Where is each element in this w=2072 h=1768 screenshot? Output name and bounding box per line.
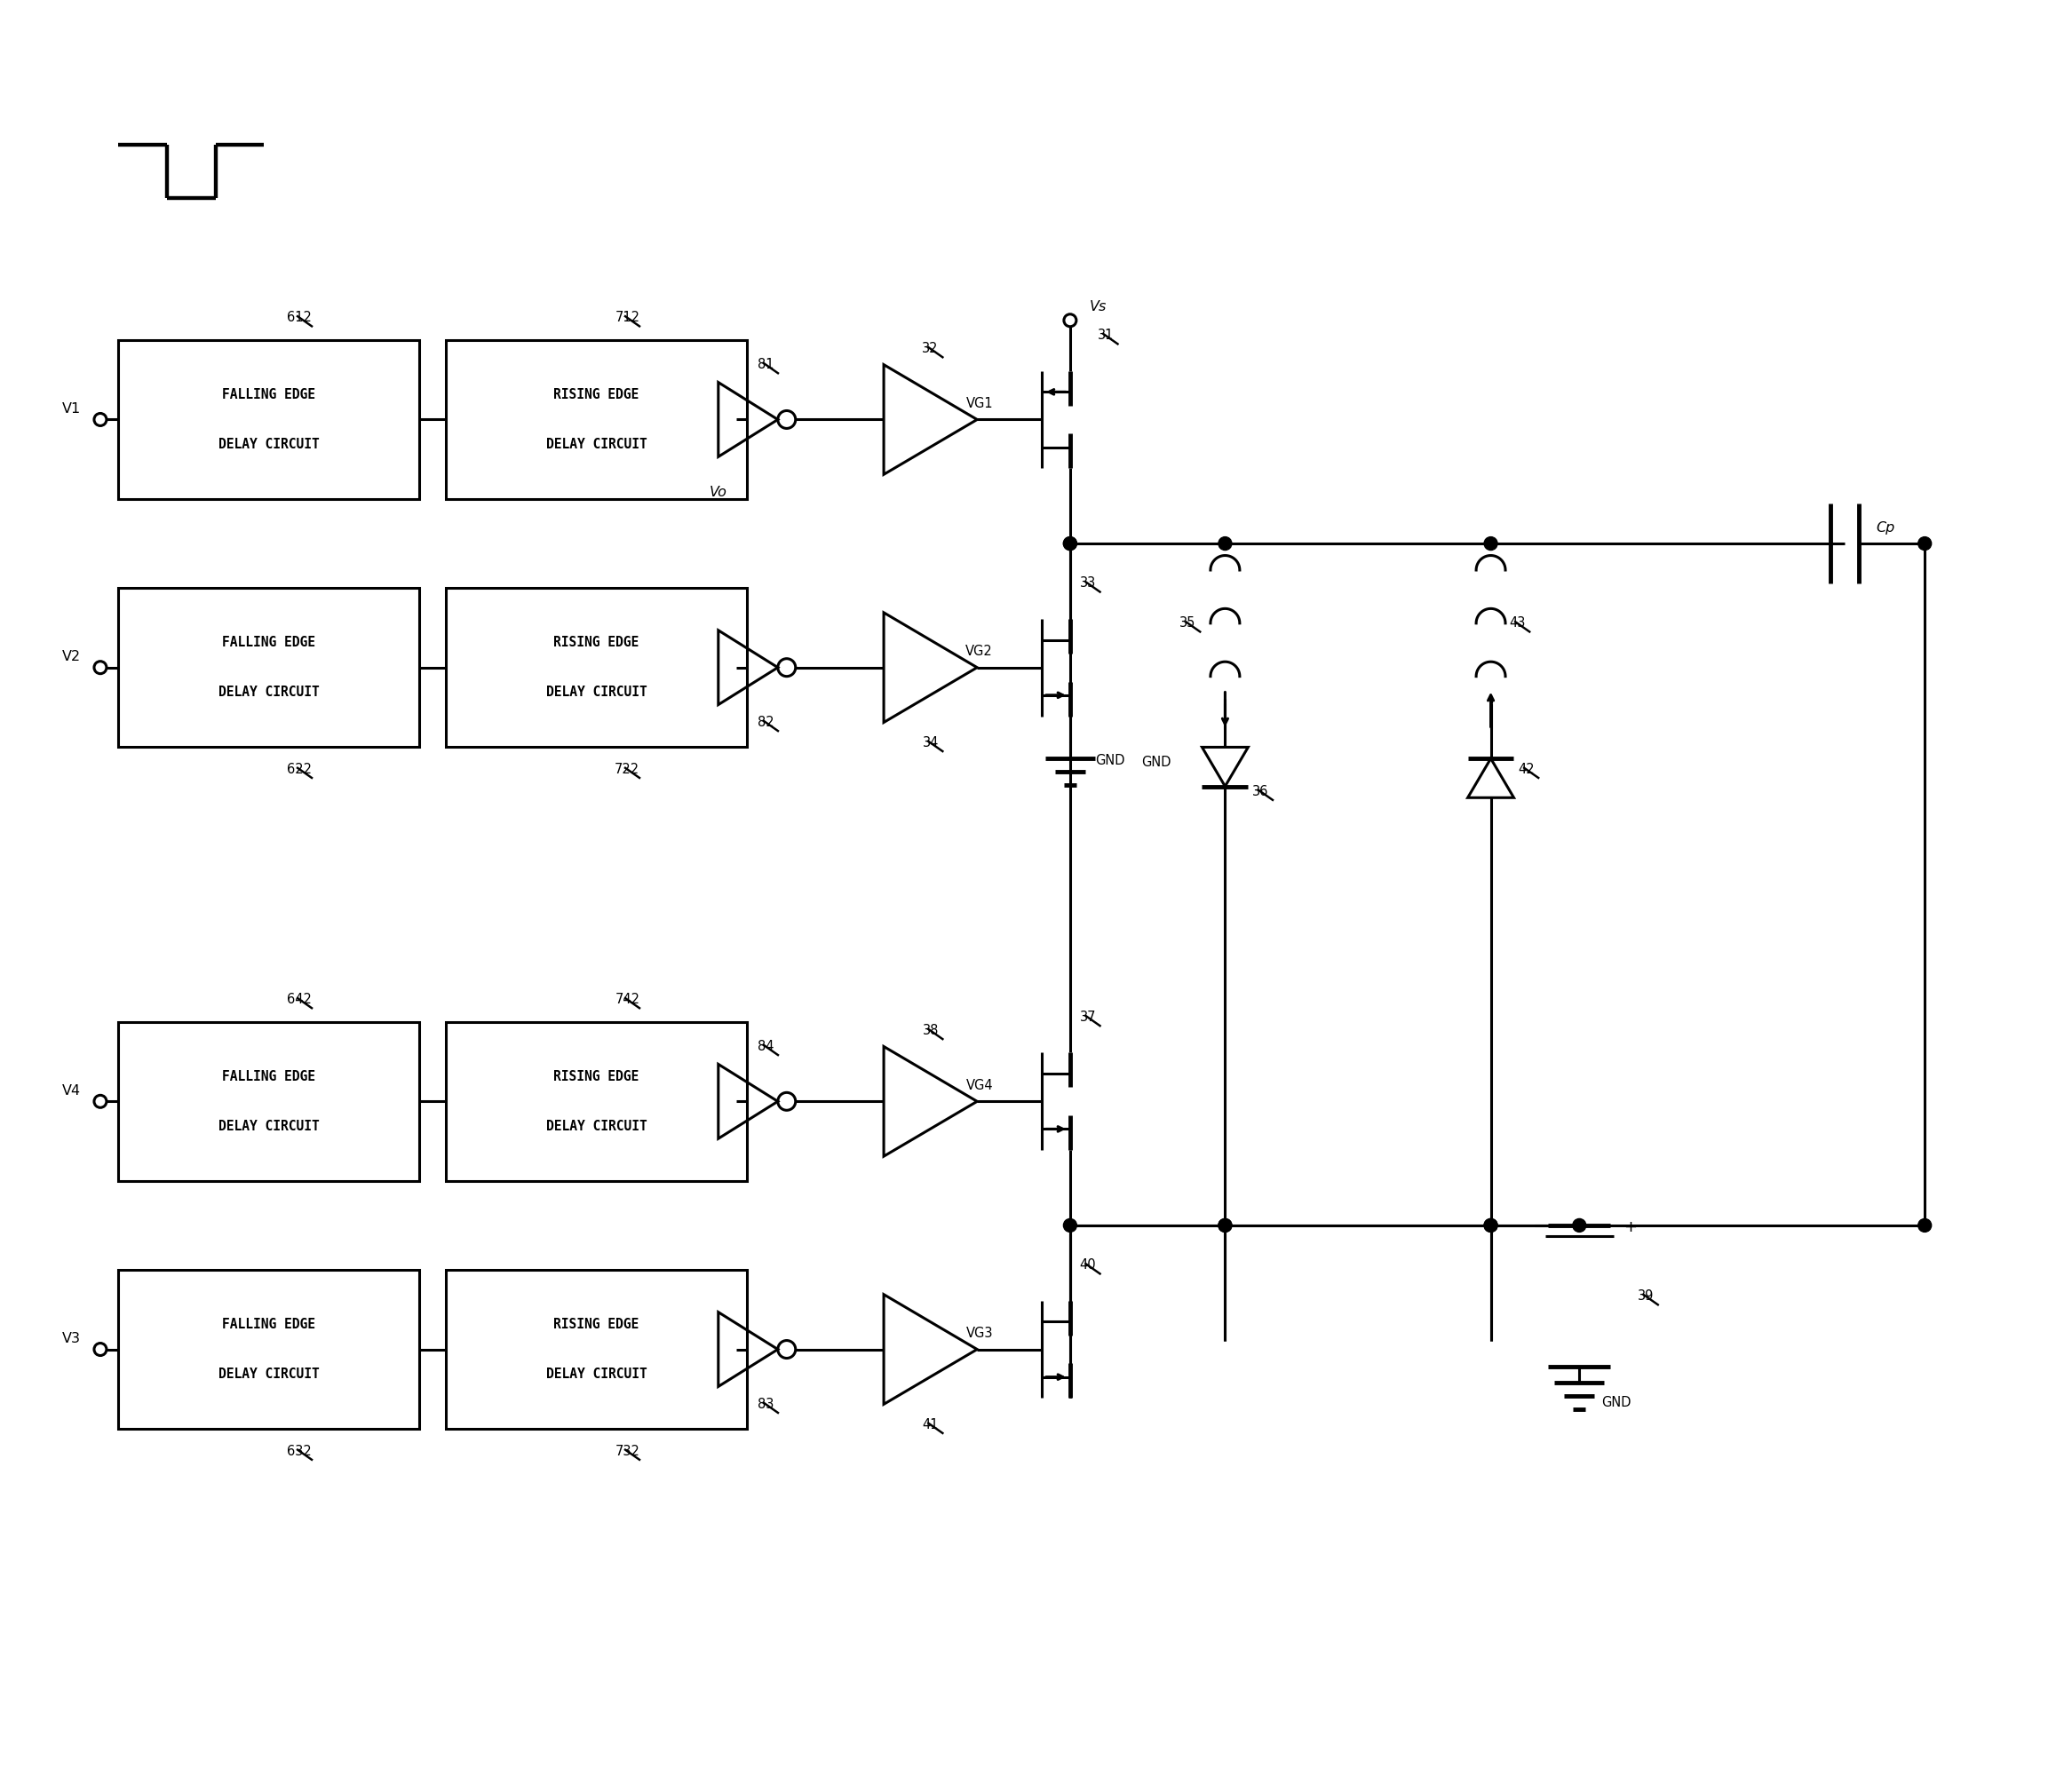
- Text: Vo: Vo: [709, 486, 727, 499]
- Circle shape: [1063, 537, 1077, 550]
- Text: VG1: VG1: [966, 398, 992, 410]
- Text: RISING EDGE: RISING EDGE: [553, 1070, 638, 1084]
- Text: 40: 40: [1080, 1259, 1096, 1271]
- Text: VG2: VG2: [966, 645, 992, 658]
- Bar: [445, 1269, 746, 1429]
- Text: FALLING EDGE: FALLING EDGE: [222, 1070, 315, 1084]
- Text: 31: 31: [1098, 329, 1113, 341]
- Circle shape: [1484, 537, 1498, 550]
- Text: 82: 82: [758, 716, 775, 728]
- Text: DELAY CIRCUIT: DELAY CIRCUIT: [218, 686, 319, 698]
- Bar: [118, 1269, 419, 1429]
- Text: 722: 722: [615, 762, 640, 776]
- Text: 41: 41: [922, 1418, 939, 1432]
- Text: GND: GND: [1142, 755, 1171, 769]
- Text: 83: 83: [758, 1397, 775, 1411]
- Bar: [445, 1022, 746, 1181]
- Text: 33: 33: [1080, 576, 1096, 591]
- Circle shape: [1484, 1218, 1498, 1232]
- Text: 39: 39: [1637, 1289, 1653, 1303]
- Circle shape: [1919, 537, 1931, 550]
- Circle shape: [1484, 1218, 1498, 1232]
- Text: FALLING EDGE: FALLING EDGE: [222, 389, 315, 401]
- Text: 81: 81: [758, 357, 775, 371]
- Bar: [118, 1022, 419, 1181]
- Text: 622: 622: [288, 762, 313, 776]
- Text: RISING EDGE: RISING EDGE: [553, 389, 638, 401]
- Text: 34: 34: [922, 735, 939, 750]
- Bar: [118, 587, 419, 748]
- Text: V4: V4: [62, 1084, 81, 1098]
- Bar: [445, 587, 746, 748]
- Text: GND: GND: [1094, 753, 1125, 767]
- Text: 42: 42: [1519, 762, 1535, 776]
- Circle shape: [1218, 537, 1231, 550]
- Circle shape: [1573, 1218, 1585, 1232]
- Text: +: +: [1624, 1220, 1637, 1236]
- Text: FALLING EDGE: FALLING EDGE: [222, 636, 315, 649]
- Text: 35: 35: [1179, 617, 1196, 629]
- Text: DELAY CIRCUIT: DELAY CIRCUIT: [545, 686, 646, 698]
- Text: Cp: Cp: [1875, 522, 1896, 534]
- Text: VG4: VG4: [966, 1078, 992, 1093]
- Text: DELAY CIRCUIT: DELAY CIRCUIT: [218, 438, 319, 451]
- Text: DELAY CIRCUIT: DELAY CIRCUIT: [545, 438, 646, 451]
- Text: 732: 732: [615, 1444, 640, 1459]
- Circle shape: [1218, 1218, 1231, 1232]
- Text: 632: 632: [288, 1444, 313, 1459]
- Text: FALLING EDGE: FALLING EDGE: [222, 1317, 315, 1331]
- Text: RISING EDGE: RISING EDGE: [553, 636, 638, 649]
- Text: VG3: VG3: [966, 1326, 992, 1340]
- Text: DELAY CIRCUIT: DELAY CIRCUIT: [218, 1367, 319, 1381]
- Circle shape: [1919, 1218, 1931, 1232]
- Text: 642: 642: [288, 994, 313, 1006]
- Text: DELAY CIRCUIT: DELAY CIRCUIT: [218, 1119, 319, 1133]
- Circle shape: [1063, 537, 1077, 550]
- Circle shape: [1218, 1218, 1231, 1232]
- Circle shape: [1063, 1218, 1077, 1232]
- Text: V2: V2: [62, 651, 81, 663]
- Text: 84: 84: [758, 1040, 775, 1054]
- Text: 612: 612: [288, 311, 313, 324]
- Text: DELAY CIRCUIT: DELAY CIRCUIT: [545, 1119, 646, 1133]
- Text: 43: 43: [1508, 617, 1525, 629]
- Text: DELAY CIRCUIT: DELAY CIRCUIT: [545, 1367, 646, 1381]
- Bar: [118, 339, 419, 499]
- Text: Vs: Vs: [1090, 301, 1106, 313]
- Text: 37: 37: [1080, 1011, 1096, 1024]
- Text: V1: V1: [62, 403, 81, 415]
- Text: 712: 712: [615, 311, 640, 324]
- Text: 742: 742: [615, 994, 640, 1006]
- Text: RISING EDGE: RISING EDGE: [553, 1317, 638, 1331]
- Text: 32: 32: [922, 341, 939, 355]
- Text: 38: 38: [922, 1024, 939, 1038]
- Bar: [445, 339, 746, 499]
- Text: 36: 36: [1251, 785, 1268, 797]
- Text: GND: GND: [1602, 1395, 1631, 1409]
- Text: V3: V3: [62, 1331, 81, 1345]
